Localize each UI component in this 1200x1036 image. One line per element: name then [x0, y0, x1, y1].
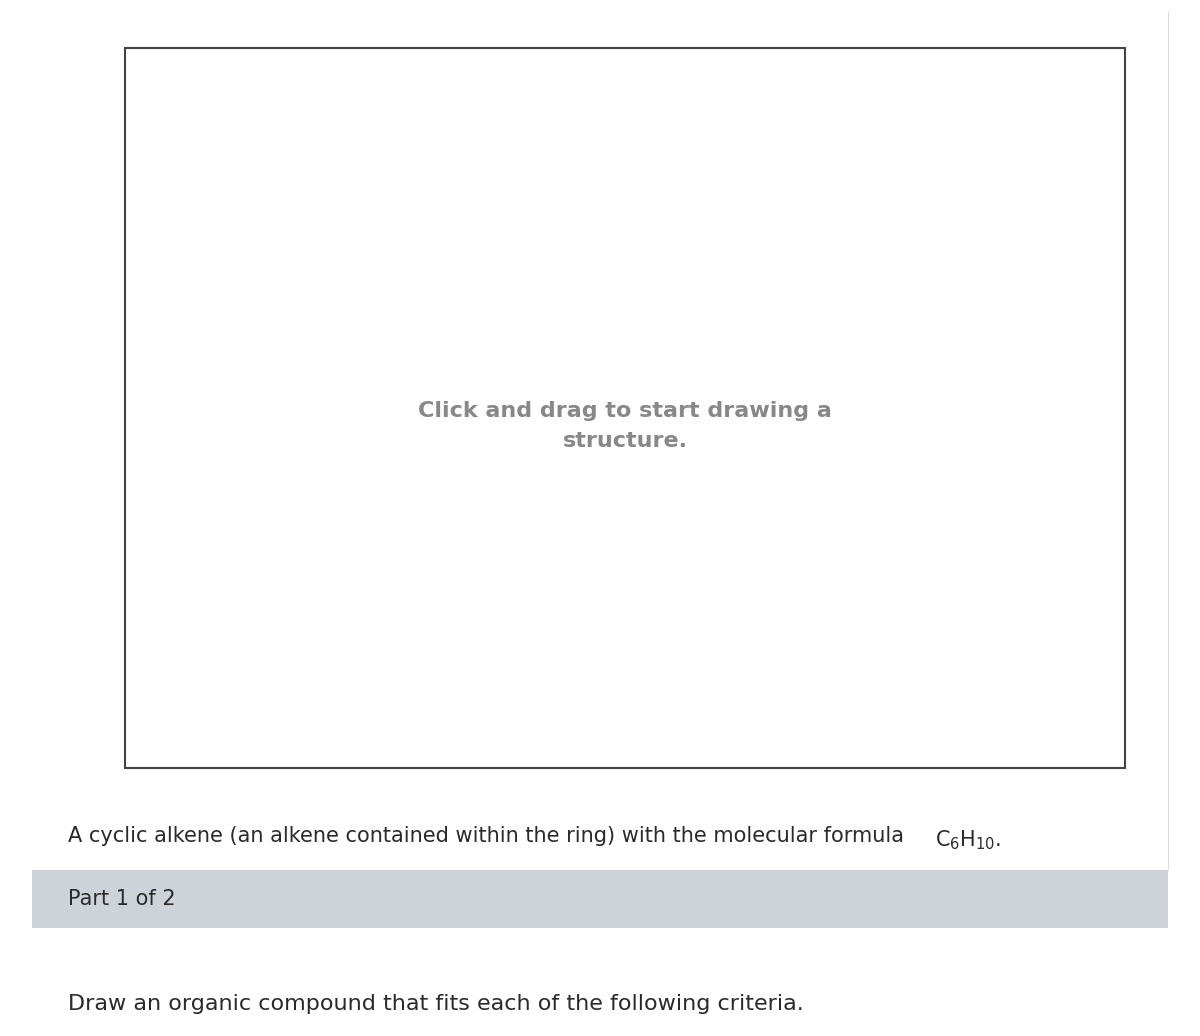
Text: $\mathregular{C_6H_{10}}$.: $\mathregular{C_6H_{10}}$.: [935, 828, 1001, 852]
Bar: [125, 48, 1126, 768]
Text: A cyclic alkene (an alkene contained within the ring) with the molecular formula: A cyclic alkene (an alkene contained wit…: [68, 826, 911, 846]
Bar: [32, 12, 1168, 870]
Bar: [32, 870, 1168, 928]
Text: Click and drag to start drawing a
structure.: Click and drag to start drawing a struct…: [418, 401, 832, 451]
Text: Part 1 of 2: Part 1 of 2: [68, 889, 175, 909]
Bar: [32, 12, 1168, 870]
Text: Draw an organic compound that fits each of the following criteria.: Draw an organic compound that fits each …: [68, 994, 804, 1014]
